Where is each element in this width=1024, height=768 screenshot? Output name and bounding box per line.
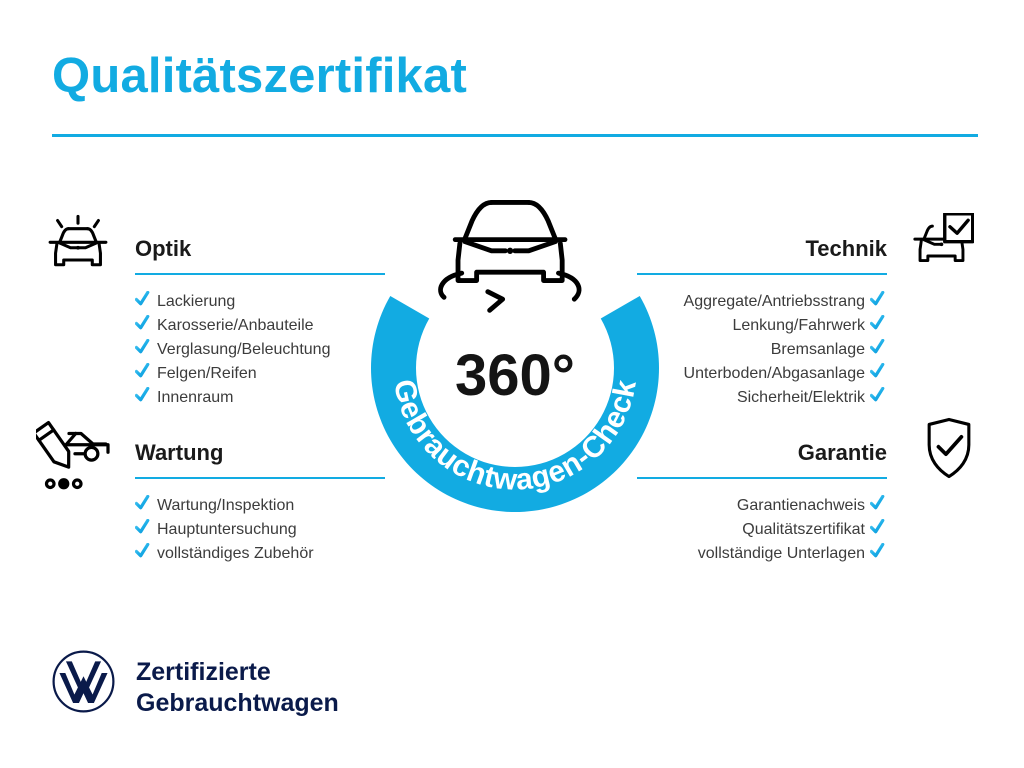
svg-text:360°: 360° [455,343,575,408]
